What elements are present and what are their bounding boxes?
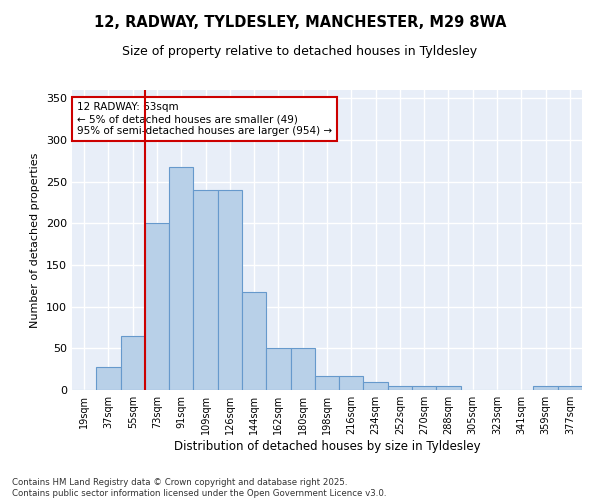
Bar [290, 348, 315, 390]
Bar [193, 190, 218, 390]
Text: Contains HM Land Registry data © Crown copyright and database right 2025.
Contai: Contains HM Land Registry data © Crown c… [12, 478, 386, 498]
Bar [169, 166, 193, 390]
Text: 12 RADWAY: 63sqm
← 5% of detached houses are smaller (49)
95% of semi-detached h: 12 RADWAY: 63sqm ← 5% of detached houses… [77, 102, 332, 136]
Bar [339, 376, 364, 390]
Bar [121, 336, 145, 390]
Bar [315, 376, 339, 390]
Text: 12, RADWAY, TYLDESLEY, MANCHESTER, M29 8WA: 12, RADWAY, TYLDESLEY, MANCHESTER, M29 8… [94, 15, 506, 30]
Bar [364, 382, 388, 390]
Bar [533, 386, 558, 390]
Bar [145, 224, 169, 390]
Bar [218, 190, 242, 390]
Bar [412, 386, 436, 390]
Bar [242, 292, 266, 390]
Bar [96, 366, 121, 390]
Text: Size of property relative to detached houses in Tyldesley: Size of property relative to detached ho… [122, 45, 478, 58]
Bar [558, 386, 582, 390]
X-axis label: Distribution of detached houses by size in Tyldesley: Distribution of detached houses by size … [173, 440, 481, 453]
Y-axis label: Number of detached properties: Number of detached properties [31, 152, 40, 328]
Bar [436, 386, 461, 390]
Bar [266, 348, 290, 390]
Bar [388, 386, 412, 390]
